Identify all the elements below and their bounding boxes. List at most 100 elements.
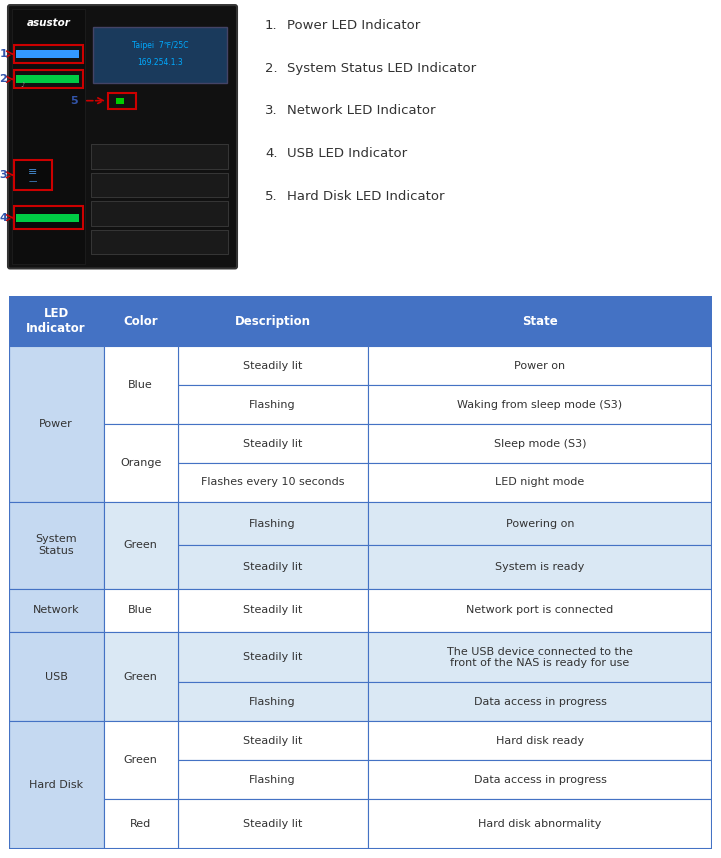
Bar (91, 202, 228, 226)
Text: State: State (522, 315, 558, 328)
Bar (9, 347, 104, 502)
Bar (177, 502, 368, 546)
Text: Steadily lit: Steadily lit (243, 652, 302, 662)
Text: 4: 4 (0, 213, 7, 222)
Bar (9, 632, 104, 722)
FancyBboxPatch shape (8, 5, 237, 269)
Bar (104, 296, 177, 347)
Text: System
Status: System Status (35, 535, 77, 556)
Bar (177, 296, 368, 347)
Bar (91, 144, 228, 169)
Text: 5: 5 (71, 96, 78, 106)
Text: The USB device connected to the
front of the NAS is ready for use: The USB device connected to the front of… (447, 647, 633, 668)
Text: Flashing: Flashing (249, 697, 296, 707)
Text: USB: USB (45, 672, 68, 682)
Bar (14, 207, 83, 229)
Bar (177, 385, 368, 424)
Bar (91, 230, 228, 254)
Bar (368, 296, 712, 347)
Bar (104, 632, 177, 722)
Text: 5.: 5. (265, 190, 278, 202)
Text: Red: Red (130, 819, 151, 830)
Bar (177, 632, 368, 682)
Bar (9, 722, 104, 849)
Bar (177, 682, 368, 722)
Bar (368, 546, 712, 589)
Text: 3.: 3. (265, 105, 278, 118)
Bar (177, 589, 368, 632)
Bar (177, 546, 368, 589)
Bar (16, 76, 79, 83)
Text: 1: 1 (0, 49, 7, 59)
Bar (368, 463, 712, 502)
Text: Taipei  7℉/25C: Taipei 7℉/25C (132, 41, 188, 50)
Bar (368, 760, 712, 799)
Text: Network: Network (33, 606, 79, 615)
Text: Steadily lit: Steadily lit (243, 736, 302, 746)
Text: ♪: ♪ (20, 82, 25, 88)
Text: Data access in progress: Data access in progress (474, 697, 606, 707)
Text: Description: Description (234, 315, 311, 328)
Text: Waking from sleep mode (S3): Waking from sleep mode (S3) (457, 400, 622, 409)
Text: 4.: 4. (265, 147, 278, 160)
Text: Flashing: Flashing (249, 518, 296, 529)
Bar (116, 98, 124, 104)
Bar (177, 347, 368, 385)
Bar (177, 722, 368, 760)
Text: 169.254.1.3: 169.254.1.3 (137, 57, 183, 67)
Bar (91, 172, 228, 197)
Bar (16, 214, 79, 221)
Text: Steadily lit: Steadily lit (243, 819, 302, 830)
Text: Hard disk ready: Hard disk ready (496, 736, 584, 746)
Bar (177, 760, 368, 799)
Text: Network LED Indicator: Network LED Indicator (287, 105, 435, 118)
Text: Blue: Blue (128, 606, 153, 615)
Text: Sleep mode (S3): Sleep mode (S3) (494, 438, 586, 449)
Text: Green: Green (124, 672, 157, 682)
Text: asustor: asustor (27, 18, 71, 28)
Text: 2.: 2. (265, 62, 278, 75)
Bar (177, 463, 368, 502)
Text: System Status LED Indicator: System Status LED Indicator (287, 62, 476, 75)
Bar (177, 424, 368, 463)
Text: Powering on: Powering on (505, 518, 574, 529)
Text: Steadily lit: Steadily lit (243, 360, 302, 371)
Bar (9, 502, 104, 589)
Text: —: — (29, 178, 37, 186)
Bar (93, 27, 227, 83)
Text: Data access in progress: Data access in progress (474, 775, 606, 785)
Bar (104, 589, 177, 632)
Text: Power on: Power on (514, 360, 565, 371)
Text: Hard Disk LED Indicator: Hard Disk LED Indicator (287, 190, 445, 202)
Bar (368, 589, 712, 632)
Text: Power LED Indicator: Power LED Indicator (287, 19, 420, 32)
Bar (12, 9, 85, 264)
Text: ≡: ≡ (28, 166, 37, 177)
Text: Green: Green (124, 755, 157, 765)
Text: USB LED Indicator: USB LED Indicator (287, 147, 407, 160)
Text: Orange: Orange (120, 458, 162, 468)
Bar (9, 589, 104, 632)
Text: System is ready: System is ready (495, 562, 585, 572)
Text: 1.: 1. (265, 19, 278, 32)
Bar (104, 347, 177, 424)
Bar (16, 50, 79, 58)
Bar (104, 799, 177, 849)
Bar (104, 722, 177, 799)
Bar (368, 424, 712, 463)
Bar (368, 385, 712, 424)
Text: 2: 2 (0, 75, 7, 84)
Text: Green: Green (124, 541, 157, 550)
Bar (368, 682, 712, 722)
Bar (108, 93, 136, 109)
Text: Color: Color (123, 315, 158, 328)
Bar (104, 424, 177, 502)
Bar (368, 347, 712, 385)
Text: Flashes every 10 seconds: Flashes every 10 seconds (200, 477, 345, 487)
Text: Hard Disk: Hard Disk (29, 781, 83, 790)
Bar (368, 632, 712, 682)
Text: LED
Indicator: LED Indicator (27, 307, 86, 335)
Text: 3: 3 (0, 170, 7, 180)
Text: Steadily lit: Steadily lit (243, 606, 302, 615)
Text: LED night mode: LED night mode (495, 477, 585, 487)
